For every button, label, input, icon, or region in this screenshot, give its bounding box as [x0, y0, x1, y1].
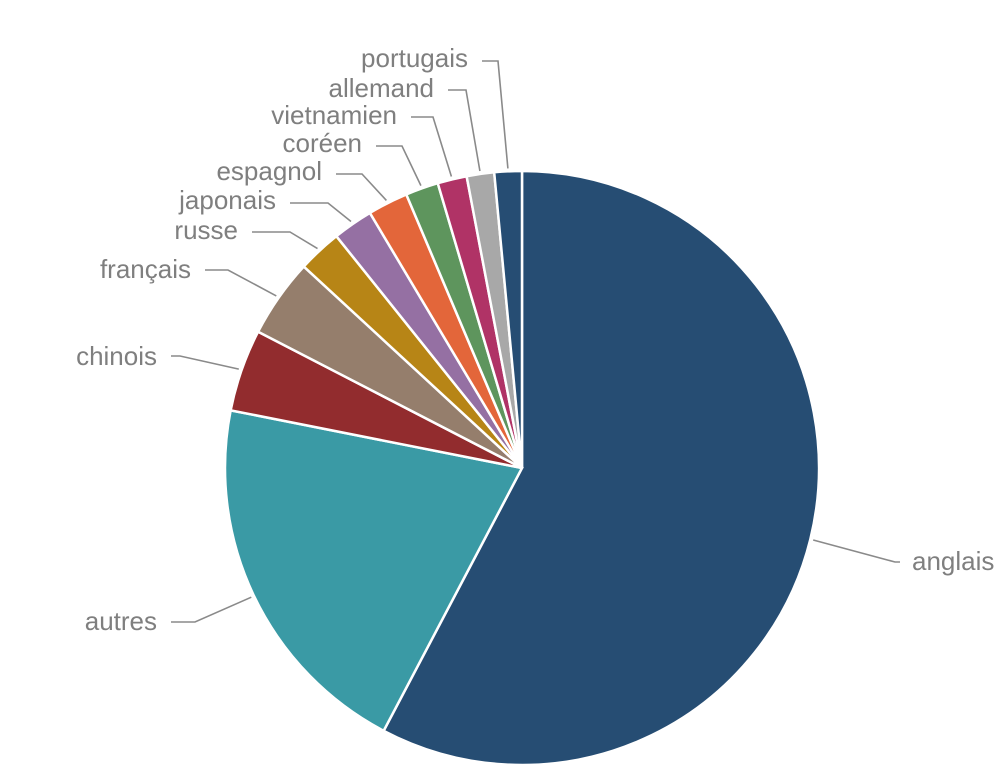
leader-line-francais: [205, 269, 277, 297]
slice-label-portugais: portugais: [361, 43, 468, 73]
slice-label-russe: russe: [174, 215, 238, 245]
slice-label-anglais: anglais: [912, 546, 994, 576]
leader-line-vietnamien: [411, 116, 453, 177]
leader-line-autres: [171, 596, 252, 623]
leader-line-chinois: [171, 355, 239, 370]
leader-line-espagnol: [336, 173, 387, 201]
slice-label-espagnol: espagnol: [216, 156, 322, 186]
slice-label-autres: autres: [85, 606, 157, 636]
slice-label-francais: français: [100, 254, 191, 284]
pie-slice-autres: [223, 408, 524, 733]
slice-label-chinois: chinois: [76, 341, 157, 371]
slice-label-japonais: japonais: [178, 185, 276, 215]
leader-line-russe: [252, 231, 318, 250]
slices-layer: [223, 169, 821, 767]
leader-line-allemand: [448, 89, 481, 172]
leaders-layer: [171, 60, 900, 623]
pie-slice-portugais: [492, 169, 524, 469]
slice-label-vietnamien: vietnamien: [271, 100, 397, 130]
labels-layer: anglais autres chinois français russejaponai…: [76, 43, 994, 636]
slice-label-allemand: allemand: [328, 73, 434, 103]
leader-line-japonais: [290, 202, 352, 223]
pie-slice-anglais: [381, 169, 821, 767]
slice-label-coreen: coréen: [283, 128, 363, 158]
leader-line-coreen: [376, 145, 422, 186]
leader-line-anglais: [812, 539, 900, 563]
leader-line-portugais: [482, 60, 509, 169]
